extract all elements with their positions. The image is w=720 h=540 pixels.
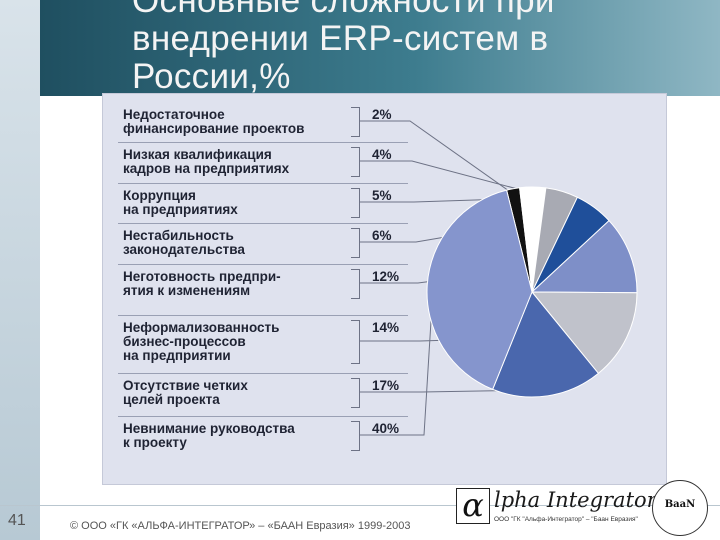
label-bracket [351,269,360,299]
value-label: 4% [372,147,392,162]
label-bracket [351,188,360,218]
page-number: 41 [8,512,26,529]
title-line-3: России,% [132,57,291,96]
legend-label: Коррупция на предприятиях [123,188,238,217]
row-separator [118,223,408,224]
value-label: 5% [372,188,392,203]
label-bracket [351,421,360,451]
title-line-1: Основные сложности при [132,0,555,20]
row-separator [118,264,408,265]
legend-label: Отсутствие четких целей проекта [123,378,248,407]
value-label: 40% [372,421,400,436]
legend-label: Неготовность предпри- ятия к изменениям [123,269,281,298]
row-separator [118,142,408,143]
legend-label: Невнимание руководства к проекту [123,421,295,450]
title-line-2: внедрении ERP-систем в [132,19,549,58]
row-separator [118,315,408,316]
value-label: 14% [372,320,400,335]
seal-label: BaaN [664,499,696,510]
label-bracket [351,107,360,137]
label-bracket [351,378,360,408]
label-bracket [351,228,360,258]
value-label: 17% [372,378,400,393]
value-label: 12% [372,269,400,284]
row-separator [118,373,408,374]
footer-divider [0,505,720,506]
copyright-text: © ООО «ГК «АЛЬФА-ИНТЕГРАТОР» – «БААН Евр… [70,520,411,532]
title-banner [40,0,720,96]
alpha-logo-icon: α [456,488,490,524]
baan-seal-icon: BaaN [652,480,708,536]
value-label: 2% [372,107,392,122]
legend-label: Неформализованность бизнес-процессов на … [123,320,280,363]
slide-title: Основные сложности при внедрении ERP-сис… [132,0,692,96]
row-separator [118,416,408,417]
legend-label: Нестабильность законодательства [123,228,245,257]
logo-wordmark: lpha Integrator [494,488,657,512]
label-bracket [351,147,360,177]
legend-label: Низкая квалификация кадров на предприяти… [123,147,290,176]
left-decor-band [0,0,40,540]
row-separator [118,183,408,184]
label-bracket [351,320,360,364]
legend-label: Недостаточное финансирование проектов [123,107,305,136]
logo-subtitle: ООО "ГК "Альфа-Интегратор" – "Баан Евраз… [494,516,638,523]
value-label: 6% [372,228,392,243]
